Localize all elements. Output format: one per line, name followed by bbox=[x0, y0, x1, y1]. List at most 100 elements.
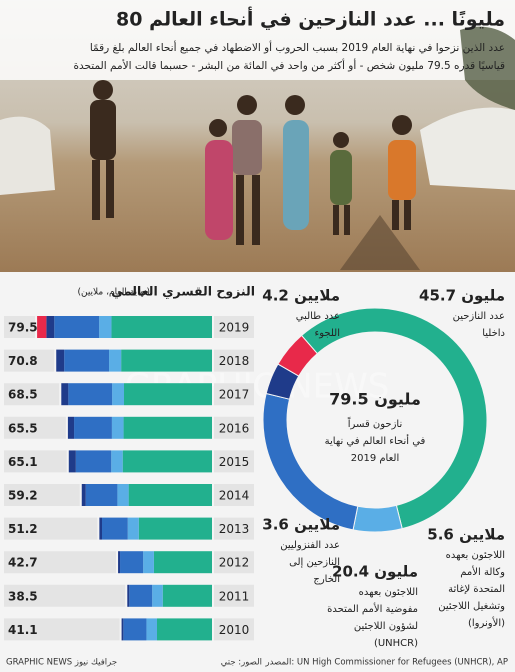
bar-segment bbox=[162, 584, 212, 607]
total-label: 65.5 bbox=[8, 421, 38, 435]
bar-segment bbox=[146, 618, 157, 641]
bar-segment bbox=[74, 416, 112, 439]
segment-description: المتحدة لإغاثة bbox=[448, 584, 505, 595]
total-label: 79.5 bbox=[8, 321, 38, 335]
bar-segment bbox=[152, 584, 163, 607]
total-label: 65.1 bbox=[8, 455, 38, 469]
bar-segment bbox=[121, 349, 212, 372]
bar-segment bbox=[54, 316, 100, 338]
bar-segment bbox=[124, 383, 212, 406]
segment-description: النازحين إلى bbox=[289, 557, 340, 568]
y-tick-label: 2013 bbox=[219, 522, 250, 536]
year-box bbox=[214, 349, 254, 372]
bar-segment bbox=[121, 618, 124, 641]
bar-segment bbox=[127, 584, 130, 607]
total-label: 42.7 bbox=[8, 556, 38, 570]
total-box bbox=[4, 349, 55, 372]
segment-value-label: 4.2 ملايين bbox=[262, 287, 340, 305]
y-tick-label: 2016 bbox=[219, 421, 250, 435]
segment-description: وكالة الأمم bbox=[460, 565, 505, 578]
year-box bbox=[214, 416, 254, 439]
y-tick-label: 2012 bbox=[219, 556, 250, 570]
total-label: 70.8 bbox=[8, 354, 38, 368]
bar-segment bbox=[153, 551, 212, 574]
total-label: 38.5 bbox=[8, 589, 38, 603]
y-tick-label: 2015 bbox=[219, 455, 250, 469]
segment-description: وتشغيل اللاجئين bbox=[438, 601, 505, 612]
bar-segment bbox=[46, 316, 55, 338]
bar-segment bbox=[99, 517, 102, 540]
bar-segment bbox=[111, 316, 212, 338]
segment-description: داخليا bbox=[482, 328, 505, 339]
center-description: نازحون قسراً bbox=[348, 416, 403, 430]
total-box bbox=[4, 316, 36, 338]
segment-description: الخارج bbox=[313, 574, 340, 585]
bar-segment bbox=[68, 450, 76, 473]
year-box bbox=[214, 584, 254, 607]
segment-description: عدد طالبي bbox=[296, 311, 340, 322]
segment-description: عدد الفنزوليين bbox=[280, 540, 340, 551]
year-box bbox=[214, 450, 254, 473]
year-box bbox=[214, 383, 254, 406]
y-tick-label: 2014 bbox=[219, 489, 250, 503]
title: 80 مليونًا ... عدد النازحين في أنحاء الع… bbox=[116, 7, 505, 31]
total-box bbox=[4, 584, 126, 607]
bar-segment bbox=[128, 484, 212, 506]
bar-segment bbox=[67, 416, 75, 439]
segment-description: (الأونروا) bbox=[468, 616, 505, 629]
segment-value-label: 45.7 مليون bbox=[419, 287, 505, 305]
bar-segment bbox=[117, 484, 129, 506]
center-description: العام 2019 bbox=[351, 453, 400, 464]
total-label: 51.2 bbox=[8, 522, 38, 536]
total-box bbox=[4, 618, 120, 641]
segment-description: اللجوء bbox=[315, 328, 340, 339]
donut-segment bbox=[352, 504, 403, 533]
bar-segment bbox=[120, 551, 144, 574]
bar-segment bbox=[85, 484, 118, 506]
photo-credit: الصور: جتي bbox=[221, 658, 262, 668]
segment-value-label: 20.4 مليون bbox=[332, 563, 418, 581]
year-box bbox=[214, 551, 254, 574]
source: المصدر: UN High Commissioner for Refugee… bbox=[265, 658, 508, 668]
bar-segment bbox=[123, 618, 147, 641]
y-tick-label: 2019 bbox=[219, 321, 250, 335]
bar-segment bbox=[81, 484, 86, 506]
segment-description: مفوضية الأمم المتحدة bbox=[327, 602, 418, 615]
year-box bbox=[214, 517, 254, 540]
bar-segment bbox=[127, 517, 139, 540]
bar-chart-title: النزوح القسري العالمي bbox=[111, 284, 255, 299]
bar-segment bbox=[129, 584, 153, 607]
total-box bbox=[4, 484, 80, 506]
subtitle-line: قياسيًا قدره 79.5 مليون شخص - أو أكثر من… bbox=[74, 58, 506, 72]
y-tick-label: 2018 bbox=[219, 354, 250, 368]
bar-segment bbox=[123, 416, 212, 439]
segment-value-label: 3.6 ملايين bbox=[262, 516, 340, 534]
donut-segment bbox=[277, 334, 318, 377]
bar-chart-subtitle: (نهاية العام، ملايين) bbox=[77, 288, 150, 298]
total-label: 68.5 bbox=[8, 388, 38, 402]
bar-segment bbox=[118, 551, 121, 574]
bar-segment bbox=[143, 551, 154, 574]
bar-segment bbox=[61, 383, 69, 406]
segment-description: (UNHCR) bbox=[374, 638, 418, 649]
y-tick-label: 2010 bbox=[219, 623, 250, 637]
brand: GRAPHIC NEWS جرافيك نيوز bbox=[6, 658, 117, 668]
bar-segment bbox=[37, 316, 47, 338]
subtitle-line: عدد الذين نزحوا في نهاية العام 2019 بسبب… bbox=[90, 40, 505, 54]
bar-segment bbox=[75, 450, 112, 473]
bar-segment bbox=[157, 618, 212, 641]
y-tick-label: 2017 bbox=[219, 388, 250, 402]
segment-description: اللاجئون بعهده bbox=[446, 550, 505, 561]
bar-segment bbox=[111, 450, 123, 473]
total-box bbox=[4, 383, 60, 406]
total-box bbox=[4, 551, 117, 574]
bar-segment bbox=[56, 349, 65, 372]
total-box bbox=[4, 517, 98, 540]
bar-segment bbox=[99, 316, 112, 338]
segment-description: لشؤون اللاجئين bbox=[354, 621, 418, 632]
total-box bbox=[4, 450, 67, 473]
bar-segment bbox=[68, 383, 113, 406]
total-label: 41.1 bbox=[8, 623, 38, 637]
year-box bbox=[214, 316, 254, 338]
